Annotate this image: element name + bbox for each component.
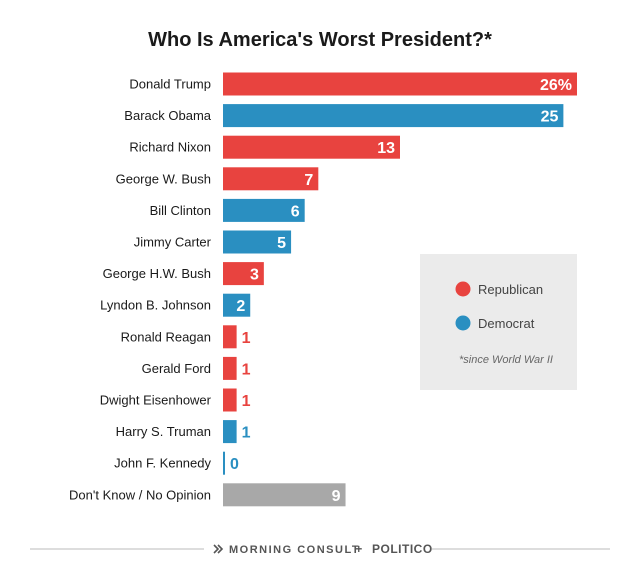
chart-title: Who Is America's Worst President?* bbox=[148, 29, 492, 51]
legend-swatch-democrat bbox=[455, 315, 471, 331]
value-label-bill-clinton: 6 bbox=[291, 203, 300, 220]
value-label-dwight-eisenhower: 1 bbox=[242, 393, 251, 410]
value-label-richard-nixon: 13 bbox=[377, 140, 395, 157]
category-label-richard-nixon: Richard Nixon bbox=[129, 140, 211, 155]
bar-jimmy-carter bbox=[223, 230, 292, 254]
legend: Republican Democrat *since World War II bbox=[420, 254, 577, 390]
legend-label-republican: Republican bbox=[478, 282, 543, 297]
bar-don-t-know-no-opinion bbox=[223, 483, 346, 507]
bar-barack-obama bbox=[223, 104, 564, 128]
bar-george-h-w-bush bbox=[223, 262, 264, 286]
bar-gerald-ford bbox=[223, 356, 237, 380]
footer-source-right: POLITICO bbox=[372, 542, 433, 556]
value-label-george-h-w-bush: 3 bbox=[250, 267, 259, 284]
value-label-jimmy-carter: 5 bbox=[277, 235, 286, 252]
bar-john-f-kennedy bbox=[223, 451, 225, 475]
category-label-george-h-w-bush: George H.W. Bush bbox=[103, 266, 211, 281]
bar-harry-s-truman bbox=[223, 420, 237, 444]
bar-richard-nixon bbox=[223, 135, 400, 159]
bar-george-w-bush bbox=[223, 167, 319, 191]
morning-consult-logo-icon bbox=[213, 544, 224, 554]
category-label-harry-s-truman: Harry S. Truman bbox=[116, 424, 211, 439]
footer-separator: + bbox=[355, 542, 363, 556]
bar-donald-trump bbox=[223, 72, 577, 96]
category-label-john-f-kennedy: John F. Kennedy bbox=[114, 456, 211, 471]
category-label-ronald-reagan: Ronald Reagan bbox=[121, 329, 211, 344]
bar-ronald-reagan bbox=[223, 325, 237, 349]
footer: MORNING CONSULT + POLITICO bbox=[30, 542, 610, 556]
category-label-lyndon-b-johnson: Lyndon B. Johnson bbox=[100, 298, 211, 313]
legend-swatch-republican bbox=[455, 281, 471, 297]
category-label-bill-clinton: Bill Clinton bbox=[150, 203, 211, 218]
value-label-gerald-ford: 1 bbox=[242, 361, 251, 378]
legend-background bbox=[420, 254, 577, 390]
category-label-barack-obama: Barack Obama bbox=[124, 108, 211, 123]
bar-lyndon-b-johnson bbox=[223, 293, 251, 317]
footer-source-left: MORNING CONSULT bbox=[229, 544, 360, 556]
bar-bill-clinton bbox=[223, 198, 305, 222]
value-label-lyndon-b-johnson: 2 bbox=[236, 298, 245, 315]
value-label-ronald-reagan: 1 bbox=[242, 330, 251, 347]
category-label-jimmy-carter: Jimmy Carter bbox=[134, 235, 212, 250]
value-label-harry-s-truman: 1 bbox=[242, 425, 251, 442]
category-label-donald-trump: Donald Trump bbox=[129, 77, 211, 92]
category-label-gerald-ford: Gerald Ford bbox=[142, 361, 211, 376]
category-label-don-t-know-no-opinion: Don't Know / No Opinion bbox=[69, 487, 211, 502]
legend-note: *since World War II bbox=[459, 354, 553, 366]
value-label-john-f-kennedy: 0 bbox=[230, 456, 239, 473]
legend-label-democrat: Democrat bbox=[478, 316, 535, 331]
bar-dwight-eisenhower bbox=[223, 388, 237, 412]
value-label-barack-obama: 25 bbox=[541, 109, 559, 126]
category-label-george-w-bush: George W. Bush bbox=[116, 171, 211, 186]
value-label-donald-trump: 26% bbox=[540, 77, 572, 94]
value-label-george-w-bush: 7 bbox=[304, 172, 313, 189]
value-label-don-t-know-no-opinion: 9 bbox=[332, 488, 341, 505]
category-label-dwight-eisenhower: Dwight Eisenhower bbox=[100, 393, 212, 408]
